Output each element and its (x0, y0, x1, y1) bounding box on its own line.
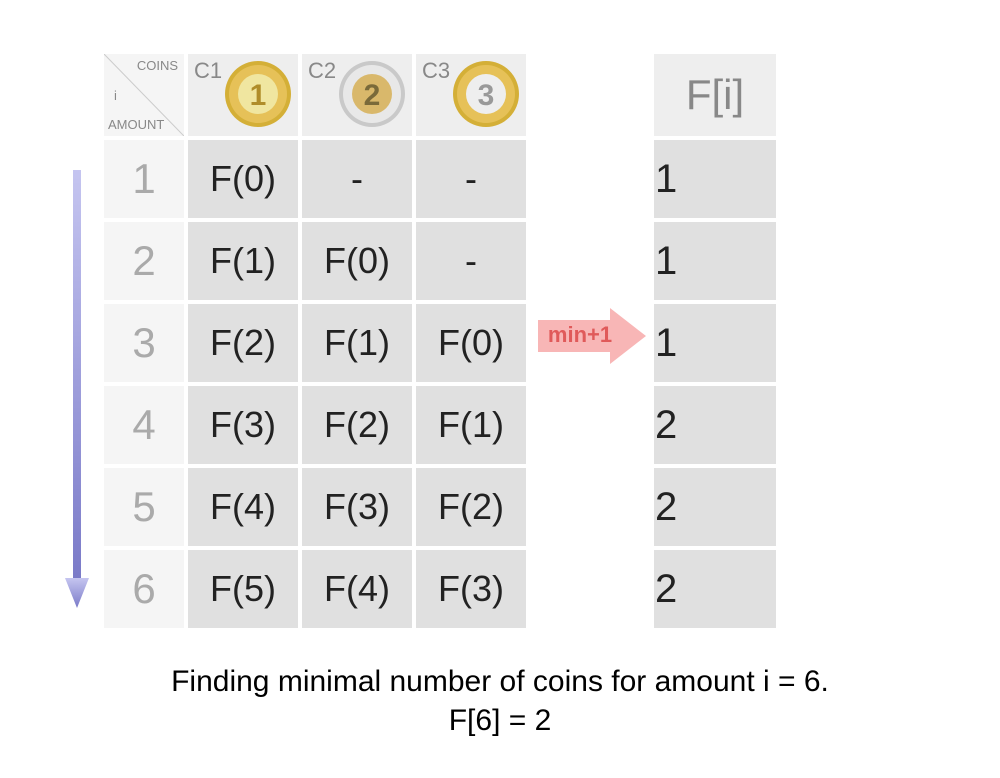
dp-cell: F(2) (302, 386, 412, 464)
coin-header-label: C3 (422, 58, 450, 84)
down-arrow-column (50, 50, 100, 620)
caption-line2: F[6] = 2 (50, 701, 950, 740)
result-cell: 1 (654, 140, 776, 218)
table-row: 4F(3)F(2)F(1) (104, 386, 526, 464)
dp-table-body: 1F(0)--2F(1)F(0)-3F(2)F(1)F(0)4F(3)F(2)F… (104, 140, 526, 628)
dp-cell: F(4) (302, 550, 412, 628)
result-cell: 2 (654, 550, 776, 628)
layout-row: COINS i AMOUNT C11C22C33 1F(0)--2F(1)F(0… (50, 50, 950, 632)
diagram-stage: COINS i AMOUNT C11C22C33 1F(0)--2F(1)F(0… (50, 50, 950, 740)
svg-text:3: 3 (478, 79, 495, 112)
row-header: 5 (104, 468, 184, 546)
dp-cell: F(3) (302, 468, 412, 546)
result-cell: 1 (654, 304, 776, 382)
coin-header-label: C1 (194, 58, 222, 84)
svg-text:2: 2 (364, 79, 381, 112)
table-row: 2 (654, 386, 776, 464)
dp-cell: F(3) (416, 550, 526, 628)
table-row: 2 (654, 550, 776, 628)
dp-cell: F(0) (416, 304, 526, 382)
coin-header-1: C1 1 (188, 54, 298, 136)
dp-cell: - (416, 140, 526, 218)
dp-cell: F(0) (188, 140, 298, 218)
row-header: 6 (104, 550, 184, 628)
coin-header-2: C2 2 (302, 54, 412, 136)
dp-table: COINS i AMOUNT C11C22C33 1F(0)--2F(1)F(0… (100, 50, 530, 632)
result-cell: 1 (654, 222, 776, 300)
result-cell: 2 (654, 468, 776, 546)
dp-cell: - (416, 222, 526, 300)
min-arrow-column: min+1 (530, 50, 650, 620)
table-row: 1F(0)-- (104, 140, 526, 218)
svg-text:1: 1 (250, 79, 267, 112)
table-row: 1 (654, 140, 776, 218)
coin-header-label: C2 (308, 58, 336, 84)
dp-cell: - (302, 140, 412, 218)
dp-cell: F(5) (188, 550, 298, 628)
dp-cell: F(4) (188, 468, 298, 546)
dp-cell: F(1) (416, 386, 526, 464)
result-cell: 2 (654, 386, 776, 464)
coin-icon: 1 (224, 60, 292, 128)
table-row: 6F(5)F(4)F(3) (104, 550, 526, 628)
coin-icon: 2 (338, 60, 406, 128)
row-header: 3 (104, 304, 184, 382)
caption: Finding minimal number of coins for amou… (50, 662, 950, 740)
down-arrow-icon (62, 170, 92, 610)
row-header: 2 (104, 222, 184, 300)
table-row: 5F(4)F(3)F(2) (104, 468, 526, 546)
table-row: 2 (654, 468, 776, 546)
table-row: 2F(1)F(0)- (104, 222, 526, 300)
table-row: 1 (654, 304, 776, 382)
row-header: 1 (104, 140, 184, 218)
corner-bottom-label: AMOUNT (108, 117, 164, 132)
caption-line1: Finding minimal number of coins for amou… (50, 662, 950, 701)
result-header: F[i] (654, 54, 776, 136)
corner-top-label: COINS (137, 58, 178, 73)
result-table-body: 111222 (654, 140, 776, 628)
header-row: COINS i AMOUNT C1 1 C2 2 C3 3 (104, 54, 526, 136)
table-row: 1 (654, 222, 776, 300)
dp-cell: F(1) (302, 304, 412, 382)
dp-cell: F(2) (188, 304, 298, 382)
dp-cell: F(0) (302, 222, 412, 300)
result-table: F[i] 111222 (650, 50, 780, 632)
min-arrow-icon: min+1 (538, 306, 648, 366)
row-header: 4 (104, 386, 184, 464)
coin-icon: 3 (452, 60, 520, 128)
coin-header-3: C3 3 (416, 54, 526, 136)
corner-cell: COINS i AMOUNT (104, 54, 184, 136)
dp-cell: F(3) (188, 386, 298, 464)
corner-mid-label: i (114, 88, 117, 103)
dp-cell: F(2) (416, 468, 526, 546)
table-row: 3F(2)F(1)F(0) (104, 304, 526, 382)
dp-cell: F(1) (188, 222, 298, 300)
min-arrow-label: min+1 (548, 322, 612, 347)
